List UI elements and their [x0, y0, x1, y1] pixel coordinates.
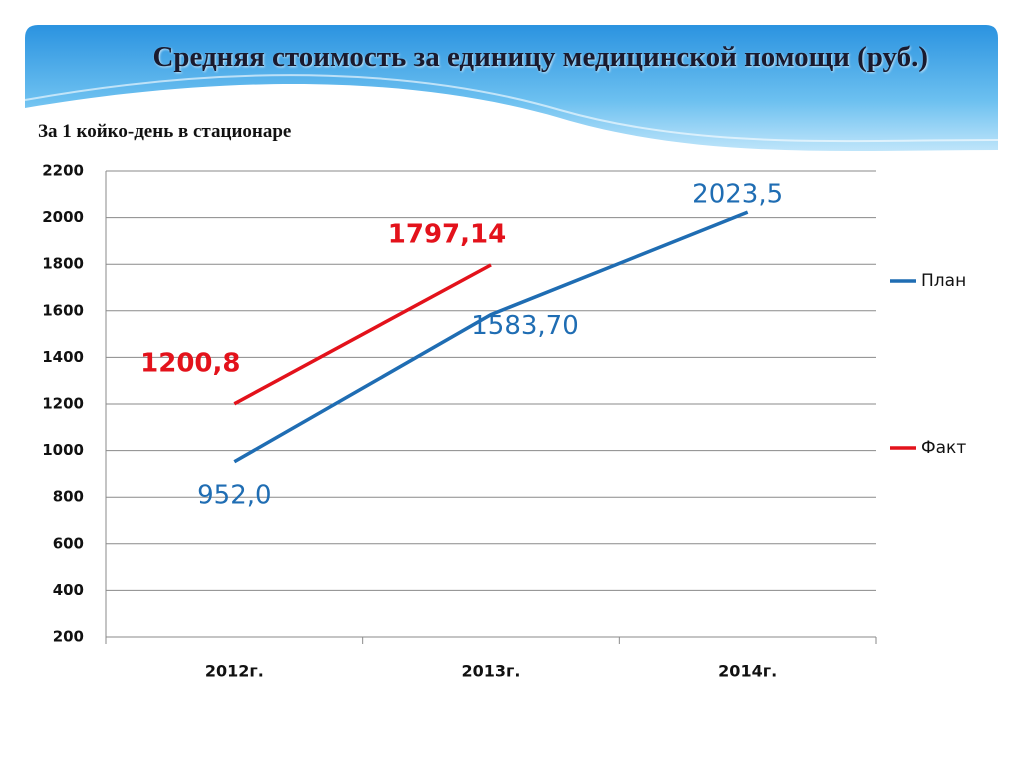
header-banner [25, 25, 998, 152]
y-tick-label: 1600 [42, 301, 84, 319]
data-label: 952,0 [197, 480, 271, 510]
chart-title: Средняя стоимость за единицу медицинской… [152, 41, 928, 73]
series-line [233, 263, 492, 406]
y-tick-label: 400 [53, 581, 84, 599]
y-tick-label: 200 [53, 628, 84, 646]
y-tick-label: 1400 [42, 348, 84, 366]
chart-subtitle: За 1 койко-день в стационаре [38, 121, 292, 142]
data-label: 1200,8 [140, 348, 240, 378]
x-tick-label: 2013г. [462, 662, 521, 681]
legend-label: Факт [921, 438, 966, 458]
y-tick-label: 2200 [42, 162, 84, 180]
x-tick-label: 2014г. [718, 662, 777, 681]
y-tick-label: 2000 [42, 208, 84, 226]
x-tick-label: 2012г. [205, 662, 264, 681]
data-label: 1797,14 [388, 219, 506, 249]
series-line [233, 210, 749, 464]
header-wave [24, 74, 999, 143]
data-label: 2023,5 [692, 180, 783, 210]
y-tick-label: 1800 [42, 255, 84, 273]
y-tick-label: 800 [53, 488, 84, 506]
legend-label: План [921, 271, 966, 291]
y-tick-label: 1000 [42, 441, 84, 459]
y-tick-label: 600 [53, 534, 84, 552]
y-tick-label: 1200 [42, 395, 84, 413]
data-label: 1583,70 [471, 311, 579, 341]
